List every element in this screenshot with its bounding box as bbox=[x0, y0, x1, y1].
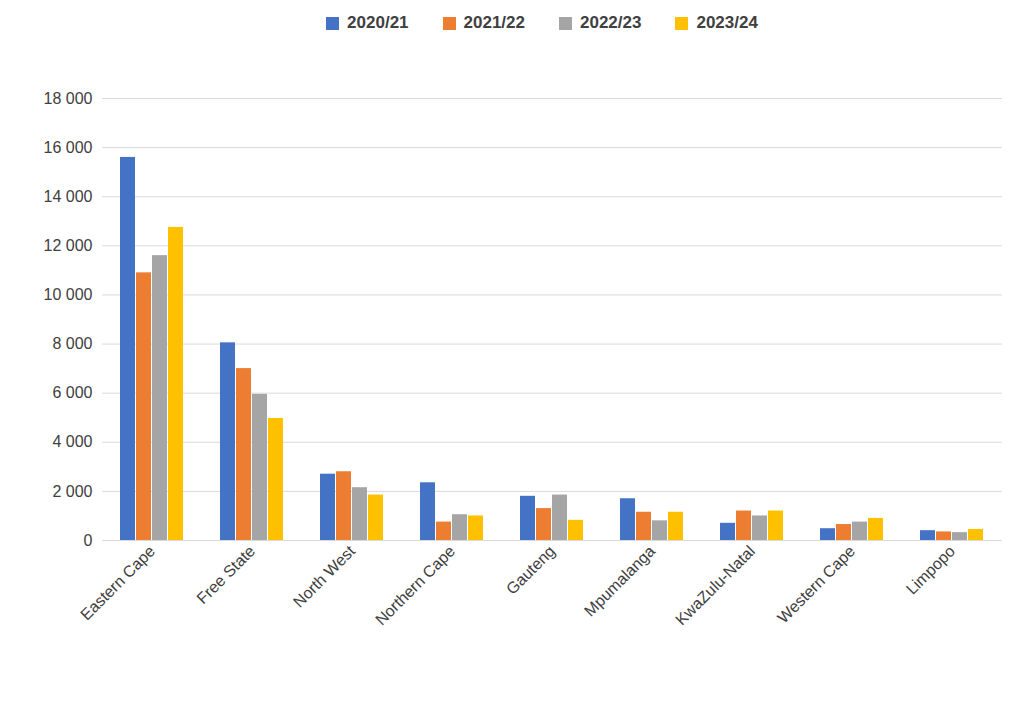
svg-text:North West: North West bbox=[290, 542, 359, 611]
svg-text:Limpopo: Limpopo bbox=[903, 542, 958, 597]
svg-text:Western Cape: Western Cape bbox=[774, 542, 858, 626]
svg-text:6 000: 6 000 bbox=[52, 384, 92, 401]
svg-text:KwaZulu-Natal: KwaZulu-Natal bbox=[672, 542, 758, 628]
html-text:2023/24: 2023/24 bbox=[696, 13, 758, 32]
svg-text:Free State: Free State bbox=[193, 542, 258, 607]
svg-text:0: 0 bbox=[84, 532, 93, 549]
svg-text:Mpumalanga: Mpumalanga bbox=[581, 542, 659, 620]
html-text:2020/21: 2020/21 bbox=[347, 13, 409, 32]
svg-text:2 000: 2 000 bbox=[52, 483, 92, 500]
svg-text:16 000: 16 000 bbox=[44, 139, 93, 156]
svg-text:Gauteng: Gauteng bbox=[503, 542, 558, 597]
svg-text:18 000: 18 000 bbox=[44, 90, 93, 107]
html-text:2021/22: 2021/22 bbox=[463, 13, 525, 32]
html-text:2022/23: 2022/23 bbox=[580, 13, 642, 32]
svg-text:12 000: 12 000 bbox=[44, 237, 93, 254]
svg-text:Northern Cape: Northern Cape bbox=[372, 542, 458, 628]
svg-text:10 000: 10 000 bbox=[44, 286, 93, 303]
svg-text:14 000: 14 000 bbox=[44, 188, 93, 205]
svg-text:Eastern Cape: Eastern Cape bbox=[77, 542, 158, 623]
svg-text:4 000: 4 000 bbox=[52, 433, 92, 450]
svg-text:8 000: 8 000 bbox=[52, 335, 92, 352]
